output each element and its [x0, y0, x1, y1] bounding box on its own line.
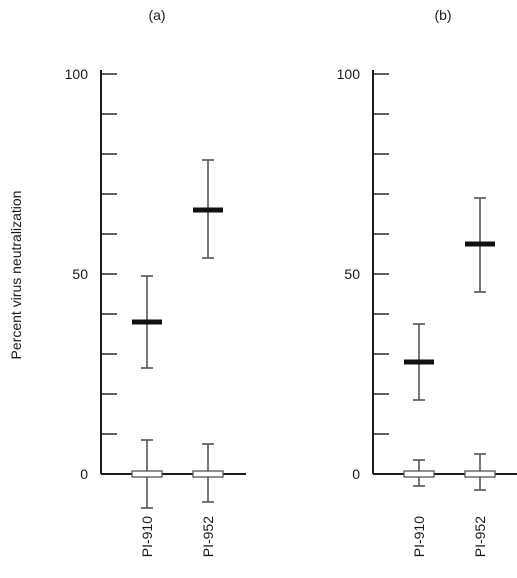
chart-panel-1: (a) 0 50 100 PI-910 PI-952 — [65, 7, 246, 557]
mean-marker-open — [131, 470, 163, 478]
y-tick-label: 50 — [344, 266, 360, 282]
y-tick-label: 0 — [352, 466, 360, 482]
mean-marker-open — [403, 470, 435, 478]
mean-marker — [193, 207, 223, 213]
x-category-label: PI-952 — [200, 516, 216, 557]
panel-title: (a) — [148, 7, 165, 23]
y-tick-label: 50 — [72, 266, 88, 282]
y-tick-label: 0 — [80, 466, 88, 482]
x-category-label: PI-910 — [139, 516, 155, 557]
mean-marker — [465, 241, 495, 247]
mean-marker-open — [464, 470, 496, 478]
mean-marker-open — [192, 470, 224, 478]
x-category-label: PI-952 — [472, 516, 488, 557]
y-tick-label: 100 — [65, 66, 89, 82]
y-tick-label: 100 — [337, 66, 361, 82]
y-axis-label: Percent virus neutralization — [8, 191, 24, 360]
x-category-label: PI-910 — [411, 516, 427, 557]
mean-marker — [404, 359, 434, 365]
panel-title: (b) — [434, 7, 451, 23]
chart-panel-2: (b) 0 50 100 PI-910 PI-952 — [337, 7, 517, 557]
mean-marker — [132, 319, 162, 325]
